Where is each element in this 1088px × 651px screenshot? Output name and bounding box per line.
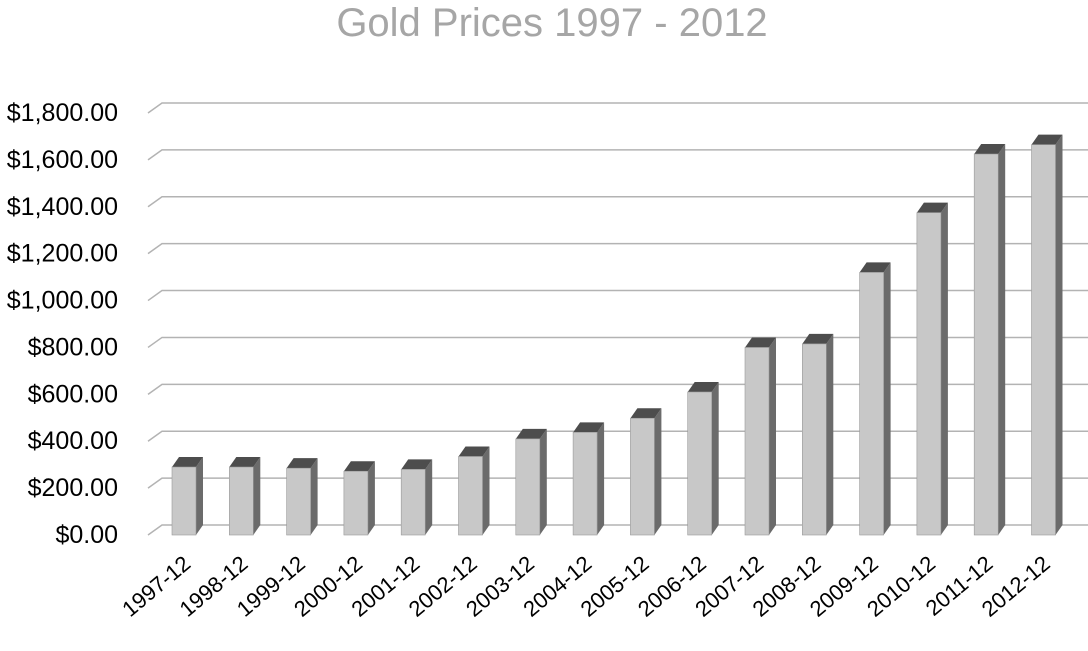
bar-front bbox=[801, 343, 827, 536]
bar-side bbox=[654, 408, 662, 535]
bar-front bbox=[286, 467, 311, 536]
bar-side bbox=[1055, 134, 1063, 535]
y-tick-label: $1,800.00 bbox=[7, 99, 118, 127]
bar-top bbox=[458, 446, 490, 457]
y-tick-label: $800.00 bbox=[28, 333, 118, 361]
bar-front bbox=[916, 212, 942, 536]
bars bbox=[171, 134, 1063, 536]
gridline bbox=[147, 383, 1088, 395]
gridline bbox=[147, 242, 1088, 255]
bar bbox=[859, 262, 891, 536]
bar bbox=[458, 446, 490, 536]
bar-front bbox=[572, 432, 598, 536]
bar-top bbox=[172, 457, 203, 468]
bar-top bbox=[859, 262, 891, 273]
y-tick-label: $1,600.00 bbox=[7, 146, 118, 174]
y-axis-tick-labels: $0.00 $200.00 $400.00 $600.00 $800.00 $1,000.… bbox=[7, 99, 118, 549]
bar-top bbox=[1031, 134, 1063, 145]
bar-side bbox=[425, 459, 433, 535]
bar-top bbox=[802, 333, 834, 344]
bar bbox=[801, 333, 834, 536]
bar-front bbox=[973, 153, 999, 536]
bar-front bbox=[229, 466, 254, 536]
bar-side bbox=[482, 446, 490, 535]
bar-top bbox=[343, 461, 375, 472]
bar bbox=[343, 461, 375, 536]
bar-side bbox=[597, 422, 605, 535]
bar-side bbox=[253, 457, 261, 535]
bar-side bbox=[367, 461, 375, 535]
bar-front bbox=[687, 391, 713, 536]
y-tick-label: $600.00 bbox=[28, 380, 118, 408]
gridlines bbox=[147, 102, 1088, 536]
bar-top bbox=[916, 202, 948, 213]
bar-front bbox=[400, 469, 426, 536]
gridline bbox=[147, 102, 1088, 114]
bar-front bbox=[458, 456, 483, 536]
bar-top bbox=[515, 428, 547, 439]
gridline bbox=[147, 196, 1088, 208]
bar-top bbox=[630, 408, 662, 419]
bar bbox=[973, 144, 1006, 536]
bar-front bbox=[630, 417, 655, 536]
bar bbox=[171, 457, 203, 536]
bar-front bbox=[171, 466, 197, 536]
bar-top bbox=[687, 381, 719, 392]
bar-side bbox=[826, 333, 834, 535]
y-tick-label: $1,400.00 bbox=[7, 193, 118, 221]
bar-front bbox=[859, 272, 884, 536]
bar-side bbox=[998, 144, 1006, 535]
y-tick-label: $200.00 bbox=[28, 474, 118, 502]
y-tick-label: $1,200.00 bbox=[7, 240, 118, 268]
bar bbox=[229, 457, 261, 536]
gridline bbox=[147, 149, 1088, 161]
bar-side bbox=[711, 381, 719, 535]
y-tick-label: $400.00 bbox=[28, 427, 118, 455]
gridline bbox=[147, 524, 1088, 536]
gridline bbox=[147, 289, 1088, 302]
bar bbox=[572, 422, 605, 536]
bar-top bbox=[573, 422, 605, 433]
bar-side bbox=[196, 457, 203, 535]
bar bbox=[286, 458, 318, 536]
bar-top bbox=[745, 337, 776, 348]
bar-side bbox=[769, 337, 776, 535]
bar bbox=[630, 408, 662, 536]
bar bbox=[1031, 134, 1063, 536]
bar-front bbox=[1031, 144, 1056, 536]
gridline bbox=[147, 477, 1088, 489]
bar bbox=[916, 202, 948, 536]
chart-title: Gold Prices 1997 - 2012 bbox=[336, 1, 767, 45]
x-axis-tick-labels: 1997-121998-121999-122000-122001-122002-… bbox=[117, 551, 1054, 622]
bar bbox=[515, 428, 547, 536]
bar-side bbox=[940, 202, 948, 535]
bar-top bbox=[401, 459, 433, 470]
y-tick-label: $0.00 bbox=[55, 521, 118, 549]
bar bbox=[687, 381, 719, 536]
bar-front bbox=[515, 438, 541, 536]
bar-top bbox=[229, 457, 261, 468]
bar-side bbox=[883, 262, 891, 535]
gridline bbox=[147, 336, 1088, 349]
bar-top bbox=[974, 144, 1006, 155]
gridline bbox=[147, 430, 1088, 442]
y-tick-label: $1,000.00 bbox=[7, 287, 118, 315]
bar-front bbox=[744, 347, 770, 536]
bar bbox=[744, 337, 776, 536]
bar bbox=[400, 459, 433, 536]
bar-side bbox=[539, 428, 547, 535]
bar-side bbox=[310, 458, 318, 535]
bar-front bbox=[343, 470, 369, 536]
bar-top bbox=[286, 458, 318, 469]
